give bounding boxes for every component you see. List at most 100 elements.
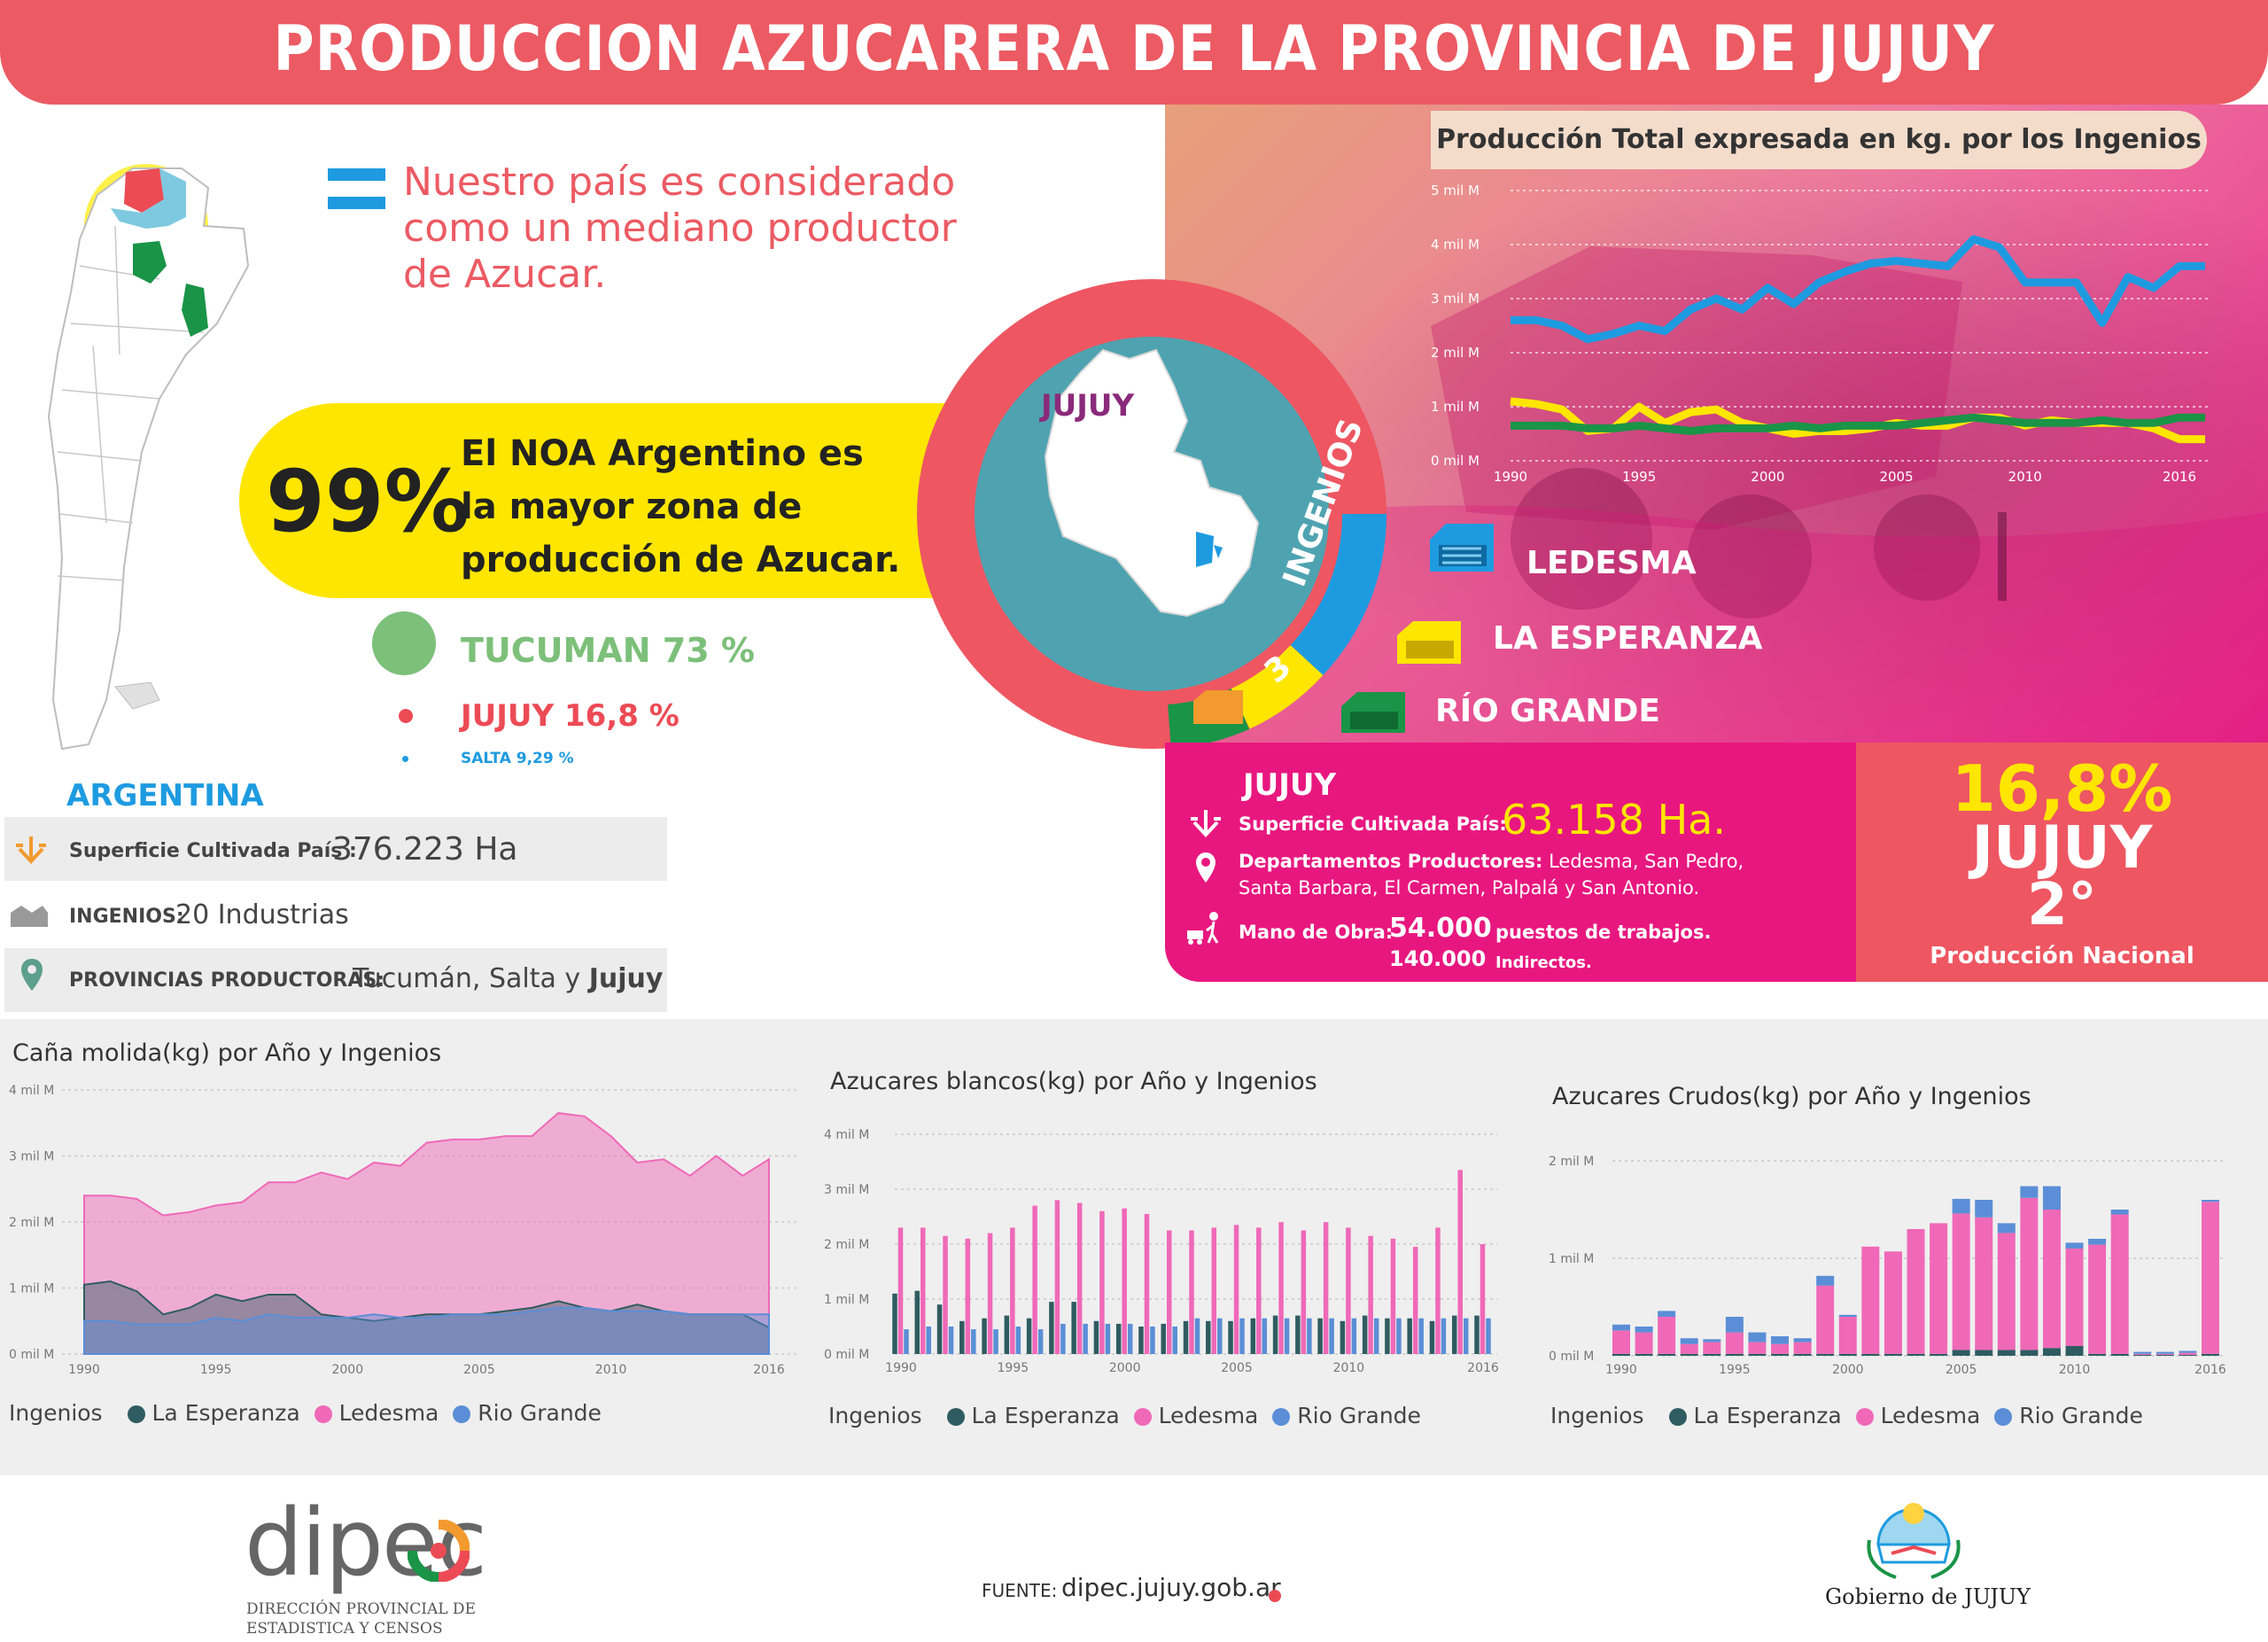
y-tick-label: 1 mil M — [9, 1282, 54, 1296]
bar-rio-grande — [2110, 1210, 2129, 1215]
bar-ledesma — [943, 1235, 948, 1354]
bar-la-esperanza — [2020, 1350, 2039, 1356]
tucuman-share-dot — [372, 611, 436, 675]
crudos-legend: Ingenios La Esperanza Ledesma Rio Grande — [1550, 1403, 2143, 1428]
bar-rio-grande — [2065, 1242, 2084, 1249]
bar-ledesma — [1997, 1233, 2016, 1350]
bar-ledesma — [1952, 1213, 1970, 1350]
bar-ledesma — [2133, 1353, 2152, 1355]
bar-ledesma — [1635, 1332, 1653, 1354]
bar-rio-grande — [1486, 1318, 1491, 1354]
bar-rio-grande — [1217, 1318, 1223, 1354]
bar-rio-grande — [1307, 1318, 1312, 1354]
y-tick-label: 3 mil M — [9, 1150, 54, 1164]
bar-la-esperanza — [1272, 1315, 1278, 1354]
bar-rio-grande — [2133, 1351, 2152, 1354]
x-tick-label: 2000 — [1832, 1363, 1864, 1377]
bar-rio-grande — [971, 1329, 976, 1354]
bar-ledesma — [987, 1233, 993, 1354]
ring-segment-yellow — [1230, 644, 1324, 729]
bar-la-esperanza — [1429, 1320, 1435, 1354]
gobierno-jujuy: Gobierno de JUJUY — [1825, 1584, 2031, 1609]
legend-dot-esperanza — [127, 1405, 145, 1423]
bar-la-esperanza — [1975, 1350, 1993, 1356]
bar-ledesma — [897, 1227, 904, 1354]
dipec-logo-mark — [408, 1520, 470, 1582]
location-pin-icon — [21, 959, 43, 991]
bar-rio-grande — [1060, 1323, 1066, 1354]
bar-la-esperanza — [1385, 1318, 1390, 1354]
line-chart-title: Producción Total expresada en kg. por lo… — [1436, 124, 2202, 155]
cana-area-chart: 0 mil M 1 mil M 2 mil M 3 mil M 4 mil M 1990 1… — [9, 1084, 797, 1377]
bar-ledesma — [1368, 1235, 1373, 1354]
salta-region — [111, 168, 186, 229]
blancos-chart-title: Azucares blancos(kg) por Año y Ingenios — [830, 1068, 1317, 1095]
bar-ledesma — [1054, 1200, 1060, 1354]
x-tick-label: 2005 — [1946, 1363, 1977, 1377]
bar-la-esperanza — [1997, 1350, 2016, 1356]
x-tick-label: 2016 — [2163, 469, 2196, 485]
bar-la-esperanza — [1748, 1353, 1767, 1356]
y-tick-label: 1 mil M — [1431, 399, 1480, 415]
bar-rio-grande — [1975, 1200, 1993, 1218]
bar-rio-grande — [1703, 1339, 1721, 1342]
legend-dot-ledesma — [314, 1405, 332, 1423]
riogrande-factory-icon — [1341, 692, 1405, 733]
bar-ledesma — [1323, 1222, 1329, 1354]
bar-rio-grande — [1037, 1329, 1044, 1354]
bar-rio-grande — [2155, 1351, 2174, 1354]
x-tick-label: 1990 — [1605, 1363, 1637, 1377]
bar-ledesma — [1076, 1202, 1083, 1354]
bar-ledesma — [1884, 1251, 1902, 1354]
bar-la-esperanza — [1474, 1315, 1480, 1354]
bar-ledesma — [1032, 1205, 1037, 1354]
source-link[interactable]: dipec.jujuy.gob.ar — [1061, 1573, 1281, 1602]
bar-rio-grande — [1329, 1318, 1334, 1354]
bar-la-esperanza — [1250, 1318, 1256, 1354]
bar-la-esperanza — [1451, 1315, 1457, 1354]
bar-la-esperanza — [1861, 1353, 1880, 1356]
superficie-box — [4, 817, 667, 881]
argentina-map — [47, 164, 250, 751]
bar-ledesma — [2065, 1249, 2084, 1346]
center-map-label: JUJUY — [1041, 388, 1135, 424]
bar-ledesma — [1256, 1227, 1262, 1354]
series-ledesma-area — [83, 1112, 770, 1355]
salta-share-dot — [402, 756, 408, 762]
bar-rio-grande — [1748, 1332, 1767, 1342]
bar-la-esperanza — [2155, 1354, 2174, 1356]
bar-ledesma — [965, 1238, 971, 1354]
bar-la-esperanza — [2042, 1348, 2061, 1356]
bar-rio-grande — [1725, 1317, 1744, 1333]
y-tick-label: 2 mil M — [824, 1238, 869, 1252]
small-factory-icon — [1193, 690, 1243, 724]
bar-ledesma — [1189, 1230, 1194, 1354]
y-tick-label: 0 mil M — [1431, 453, 1480, 469]
bar-la-esperanza — [1635, 1353, 1653, 1356]
bar-la-esperanza — [2065, 1346, 2084, 1356]
bar-ledesma — [1907, 1229, 1925, 1354]
bar-rio-grande — [1284, 1318, 1290, 1354]
bar-la-esperanza — [1952, 1350, 1970, 1356]
provincias-box — [4, 948, 667, 1012]
x-tick-label: 2010 — [2008, 469, 2042, 485]
bar-rio-grande — [1262, 1318, 1268, 1354]
bar-ledesma — [1278, 1222, 1284, 1354]
bar-la-esperanza — [2202, 1353, 2219, 1356]
bar-la-esperanza — [1884, 1353, 1902, 1356]
x-tick-label: 1995 — [1622, 469, 1656, 485]
bar-la-esperanza — [1930, 1353, 1948, 1356]
bar-ledesma — [1975, 1217, 1993, 1350]
bar-ledesma — [1771, 1343, 1790, 1354]
bar-ledesma — [1144, 1213, 1150, 1354]
bar-la-esperanza — [1093, 1320, 1099, 1354]
x-tick-label: 1995 — [998, 1361, 1029, 1375]
jujuy-share: JUJUY 16,8 % — [461, 698, 680, 734]
tucuman-region — [133, 241, 167, 284]
bar-rio-grande — [1658, 1311, 1676, 1317]
bar-rio-grande — [2042, 1186, 2061, 1210]
bar-la-esperanza — [2133, 1354, 2152, 1356]
bar-ledesma — [1390, 1238, 1396, 1354]
bar-rio-grande — [1127, 1323, 1133, 1354]
x-tick-label: 2000 — [331, 1363, 363, 1377]
